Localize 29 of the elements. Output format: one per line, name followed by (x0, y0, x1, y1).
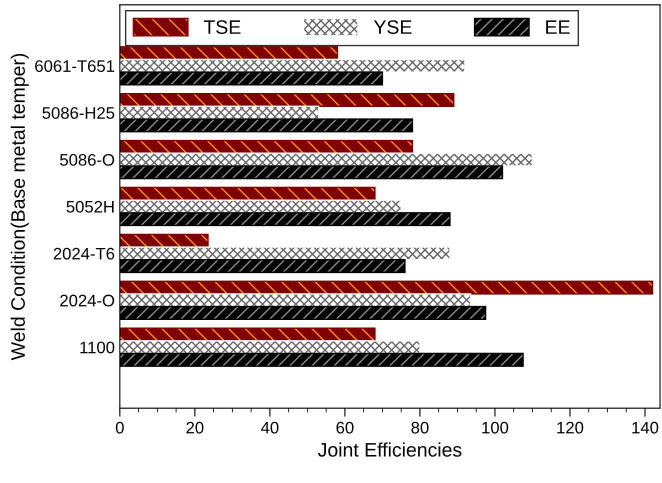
y-axis-title: Weld Condition(Base metal temper) (10, 54, 29, 360)
x-tick-label: 100 (482, 422, 508, 434)
bar (120, 58, 466, 73)
y-tick-label: 5086-O (60, 154, 114, 166)
legend-label: YSE (374, 20, 412, 34)
x-tick-label: 20 (186, 422, 204, 434)
y-tick-label: 2024-T6 (54, 248, 114, 260)
bar (120, 280, 654, 295)
x-tick-label: 40 (260, 422, 278, 434)
x-tick-label: 140 (632, 422, 658, 434)
bar (120, 340, 421, 354)
y-tick-label: 5052H (66, 200, 114, 213)
legend-label: TSE (204, 20, 240, 34)
y-tick-label: 6061-T651 (35, 60, 114, 72)
bar (120, 234, 209, 248)
y-tick-label: 5086-H25 (42, 107, 114, 119)
y-tick-label: 1100 (80, 342, 114, 354)
bar (120, 152, 534, 167)
y-tick-label: 2024-O (60, 294, 114, 306)
bar (120, 93, 454, 108)
x-axis-title: Joint Efficiencies (318, 442, 462, 457)
x-tick-label: 80 (411, 422, 429, 434)
x-tick-label: 120 (557, 422, 584, 434)
bar (120, 293, 472, 308)
x-tick-label: 60 (336, 422, 354, 434)
bar (120, 106, 320, 120)
legend-label: EE (546, 20, 570, 34)
bar (120, 246, 451, 260)
x-tick-label: 0 (116, 422, 124, 434)
